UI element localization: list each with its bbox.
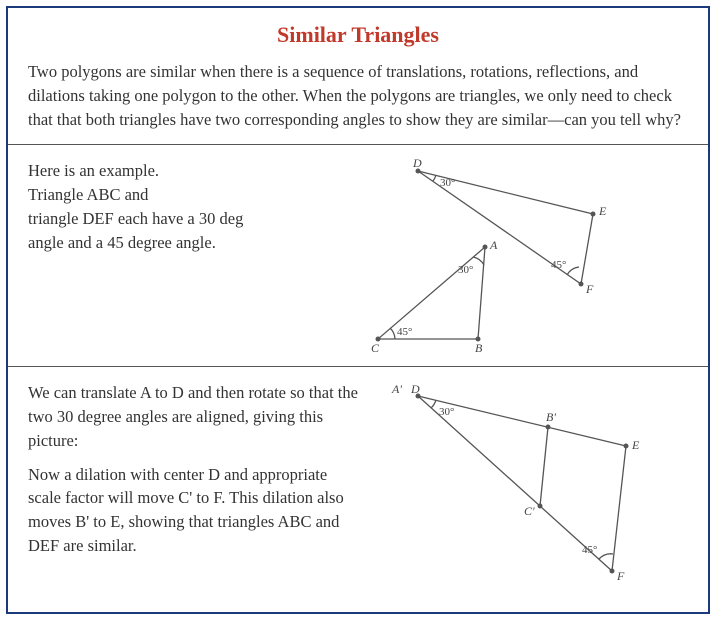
angle-C45: 45° bbox=[397, 326, 412, 338]
angle-D30: 30° bbox=[440, 177, 455, 189]
angle-D30b: 30° bbox=[439, 406, 454, 418]
transform-p2: Now a dilation with center D and appropr… bbox=[28, 463, 358, 559]
document-frame: Similar Triangles Two polygons are simil… bbox=[6, 6, 710, 614]
label-E: E bbox=[598, 204, 607, 218]
label-D2: D bbox=[410, 382, 420, 396]
angle-A30: 30° bbox=[458, 264, 473, 276]
label-D: D bbox=[412, 159, 422, 170]
triangles-svg: D E F 30° 45° A B C 30° bbox=[333, 159, 683, 354]
section-transform: We can translate A to D and then rotate … bbox=[8, 367, 708, 598]
transform-p1: We can translate A to D and then rotate … bbox=[28, 381, 358, 453]
ex-line3: triangle DEF each have a 30 deg bbox=[28, 209, 243, 228]
ex-line4: angle and a 45 degree angle. bbox=[28, 233, 216, 252]
label-F: F bbox=[585, 282, 594, 296]
section-intro: Similar Triangles Two polygons are simil… bbox=[8, 8, 708, 145]
ex-line1: Here is an example. bbox=[28, 161, 159, 180]
figure-aligned: A' D B' E C' F 30° 45° bbox=[368, 381, 688, 586]
ex-line2: Triangle ABC and bbox=[28, 185, 148, 204]
label-F2: F bbox=[616, 569, 625, 583]
label-Cprime: C' bbox=[524, 504, 535, 518]
angle-F45: 45° bbox=[551, 259, 566, 271]
transform-text: We can translate A to D and then rotate … bbox=[28, 381, 358, 568]
section-example: Here is an example. Triangle ABC and tri… bbox=[8, 145, 708, 367]
label-Bprime: B' bbox=[546, 410, 556, 424]
label-A: A bbox=[489, 238, 498, 252]
label-B: B bbox=[475, 341, 483, 354]
page-title: Similar Triangles bbox=[28, 22, 688, 48]
label-C: C bbox=[371, 341, 380, 354]
label-Aprime: A' bbox=[391, 382, 402, 396]
figure-two-triangles: D E F 30° 45° A B C 30° bbox=[333, 159, 688, 354]
aligned-svg: A' D B' E C' F 30° 45° bbox=[368, 381, 678, 586]
label-E2: E bbox=[631, 438, 640, 452]
angle-F45b: 45° bbox=[582, 544, 597, 556]
example-text: Here is an example. Triangle ABC and tri… bbox=[28, 159, 323, 265]
intro-text: Two polygons are similar when there is a… bbox=[28, 60, 688, 132]
